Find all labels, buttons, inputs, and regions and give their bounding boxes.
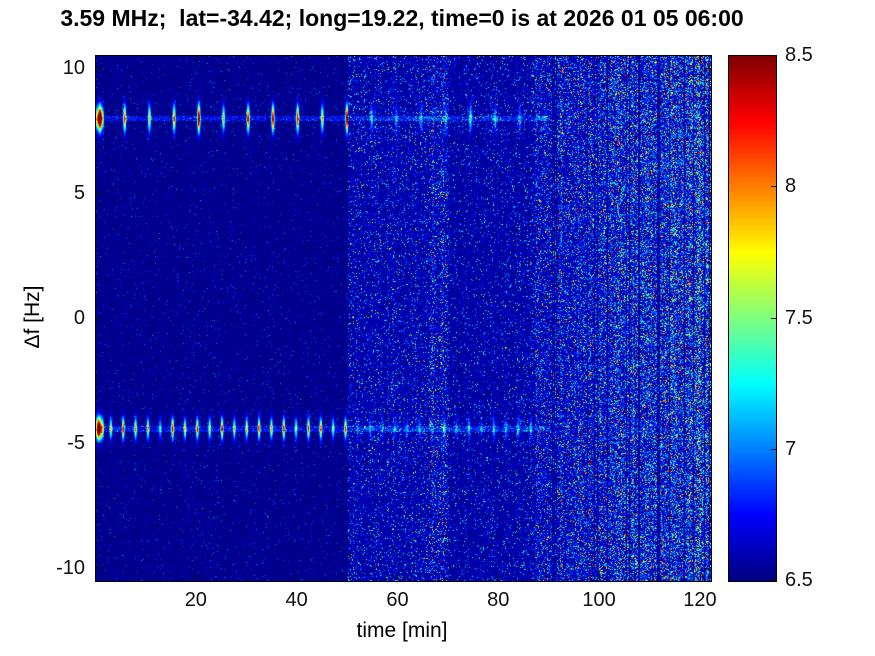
y-tick-mark bbox=[96, 567, 102, 569]
y-tick-mark bbox=[704, 192, 710, 194]
y-tick-mark bbox=[96, 67, 102, 69]
x-tick-label: 60 bbox=[386, 589, 409, 611]
x-tick-mark bbox=[397, 574, 399, 580]
x-tick-mark bbox=[498, 56, 500, 62]
chart-title: 3.59 MHz; lat=-34.42; long=19.22, time=0… bbox=[60, 5, 744, 31]
y-tick-label: 5 bbox=[73, 181, 85, 204]
colorbar-tick-label: 6.5 bbox=[785, 569, 813, 591]
y-tick-mark bbox=[704, 567, 710, 569]
y-tick-mark bbox=[704, 67, 710, 69]
x-axis-label: time [min] bbox=[356, 619, 448, 642]
plot-area bbox=[95, 55, 712, 582]
y-tick-mark bbox=[704, 317, 710, 319]
colorbar-tick-mark bbox=[771, 580, 776, 581]
x-tick-mark bbox=[296, 56, 298, 62]
x-tick-mark bbox=[296, 574, 298, 580]
x-tick-label: 120 bbox=[683, 589, 717, 611]
spectrogram-heatmap bbox=[96, 56, 711, 581]
colorbar-tick-mark bbox=[771, 317, 776, 319]
x-tick-mark bbox=[699, 574, 701, 580]
colorbar-tick-mark bbox=[771, 448, 776, 450]
y-tick-label: -10 bbox=[56, 556, 85, 579]
y-tick-label: 10 bbox=[62, 56, 85, 79]
colorbar bbox=[728, 55, 777, 582]
colorbar-tick-mark bbox=[771, 55, 776, 56]
x-tick-mark bbox=[397, 56, 399, 62]
x-tick-mark bbox=[498, 574, 500, 580]
y-tick-mark bbox=[96, 317, 102, 319]
colorbar-tick-label: 7 bbox=[785, 437, 797, 460]
x-tick-mark bbox=[599, 56, 601, 62]
colorbar-tick-mark bbox=[771, 186, 776, 188]
y-tick-label: -5 bbox=[67, 431, 85, 454]
x-tick-mark bbox=[699, 56, 701, 62]
y-tick-mark bbox=[96, 442, 102, 444]
y-tick-mark bbox=[96, 192, 102, 194]
colorbar-tick-label: 8.5 bbox=[785, 44, 813, 66]
x-tick-label: 100 bbox=[582, 589, 616, 611]
y-tick-label: 0 bbox=[73, 306, 85, 329]
colorbar-tick-label: 7.5 bbox=[785, 306, 813, 329]
x-tick-label: 20 bbox=[184, 589, 207, 611]
colorbar-gradient bbox=[729, 56, 776, 581]
x-tick-mark bbox=[195, 574, 197, 580]
x-tick-mark bbox=[599, 574, 601, 580]
x-tick-label: 40 bbox=[285, 589, 308, 611]
y-tick-mark bbox=[704, 442, 710, 444]
x-tick-label: 80 bbox=[487, 589, 510, 611]
colorbar-tick-label: 8 bbox=[785, 175, 797, 198]
x-tick-mark bbox=[195, 56, 197, 62]
